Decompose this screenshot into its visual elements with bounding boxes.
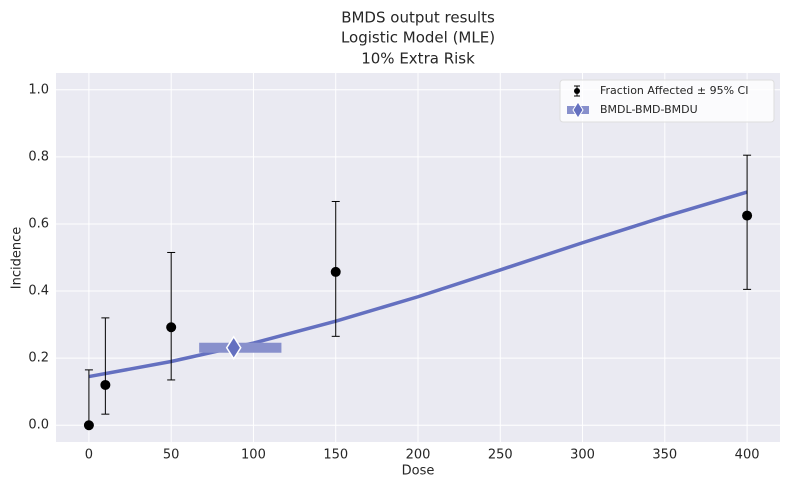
- error-bar: [743, 154, 752, 290]
- error-bar: [167, 251, 176, 381]
- y-tick-label: 1.0: [28, 82, 49, 97]
- y-tick-label: 0.6: [28, 216, 49, 231]
- y-tick-label: 0.0: [28, 418, 49, 433]
- legend: Fraction Affected ± 95% CI BMDL-BMD-BMDU: [559, 79, 775, 123]
- x-tick-label: 250: [488, 448, 513, 463]
- chart-subtitle: 10% Extra Risk: [361, 50, 475, 68]
- data-point: [330, 266, 341, 277]
- data-point: [83, 420, 94, 431]
- legend-label: BMDL-BMD-BMDU: [600, 103, 698, 116]
- bmd-marker: [225, 335, 242, 361]
- x-tick-label: 400: [735, 448, 760, 463]
- y-tick-label: 0.8: [28, 149, 49, 164]
- x-tick-label: 300: [570, 448, 595, 463]
- legend-box: [559, 79, 775, 123]
- x-tick-label: 0: [85, 448, 93, 463]
- data-point: [100, 379, 111, 390]
- x-tick-label: 100: [241, 448, 266, 463]
- data-point: [742, 210, 753, 221]
- y-tick-label: 0.4: [28, 284, 49, 299]
- x-tick-label: 150: [323, 448, 348, 463]
- x-tick-label: 200: [406, 448, 431, 463]
- y-axis-label: Incidence: [10, 227, 25, 289]
- legend-label: Fraction Affected ± 95% CI: [600, 84, 748, 97]
- data-point: [166, 322, 177, 333]
- legend-swatch: [574, 88, 580, 94]
- model-curve: [88, 190, 748, 379]
- error-bar: [101, 317, 110, 415]
- chart-subtitle: Logistic Model (MLE): [341, 29, 495, 47]
- x-axis-label: Dose: [402, 464, 435, 479]
- x-tick-label: 350: [652, 448, 677, 463]
- y-tick-label: 0.2: [28, 351, 49, 366]
- chart-title: BMDS output results: [341, 9, 495, 27]
- x-tick-label: 50: [163, 448, 180, 463]
- legend-swatch: [572, 101, 584, 119]
